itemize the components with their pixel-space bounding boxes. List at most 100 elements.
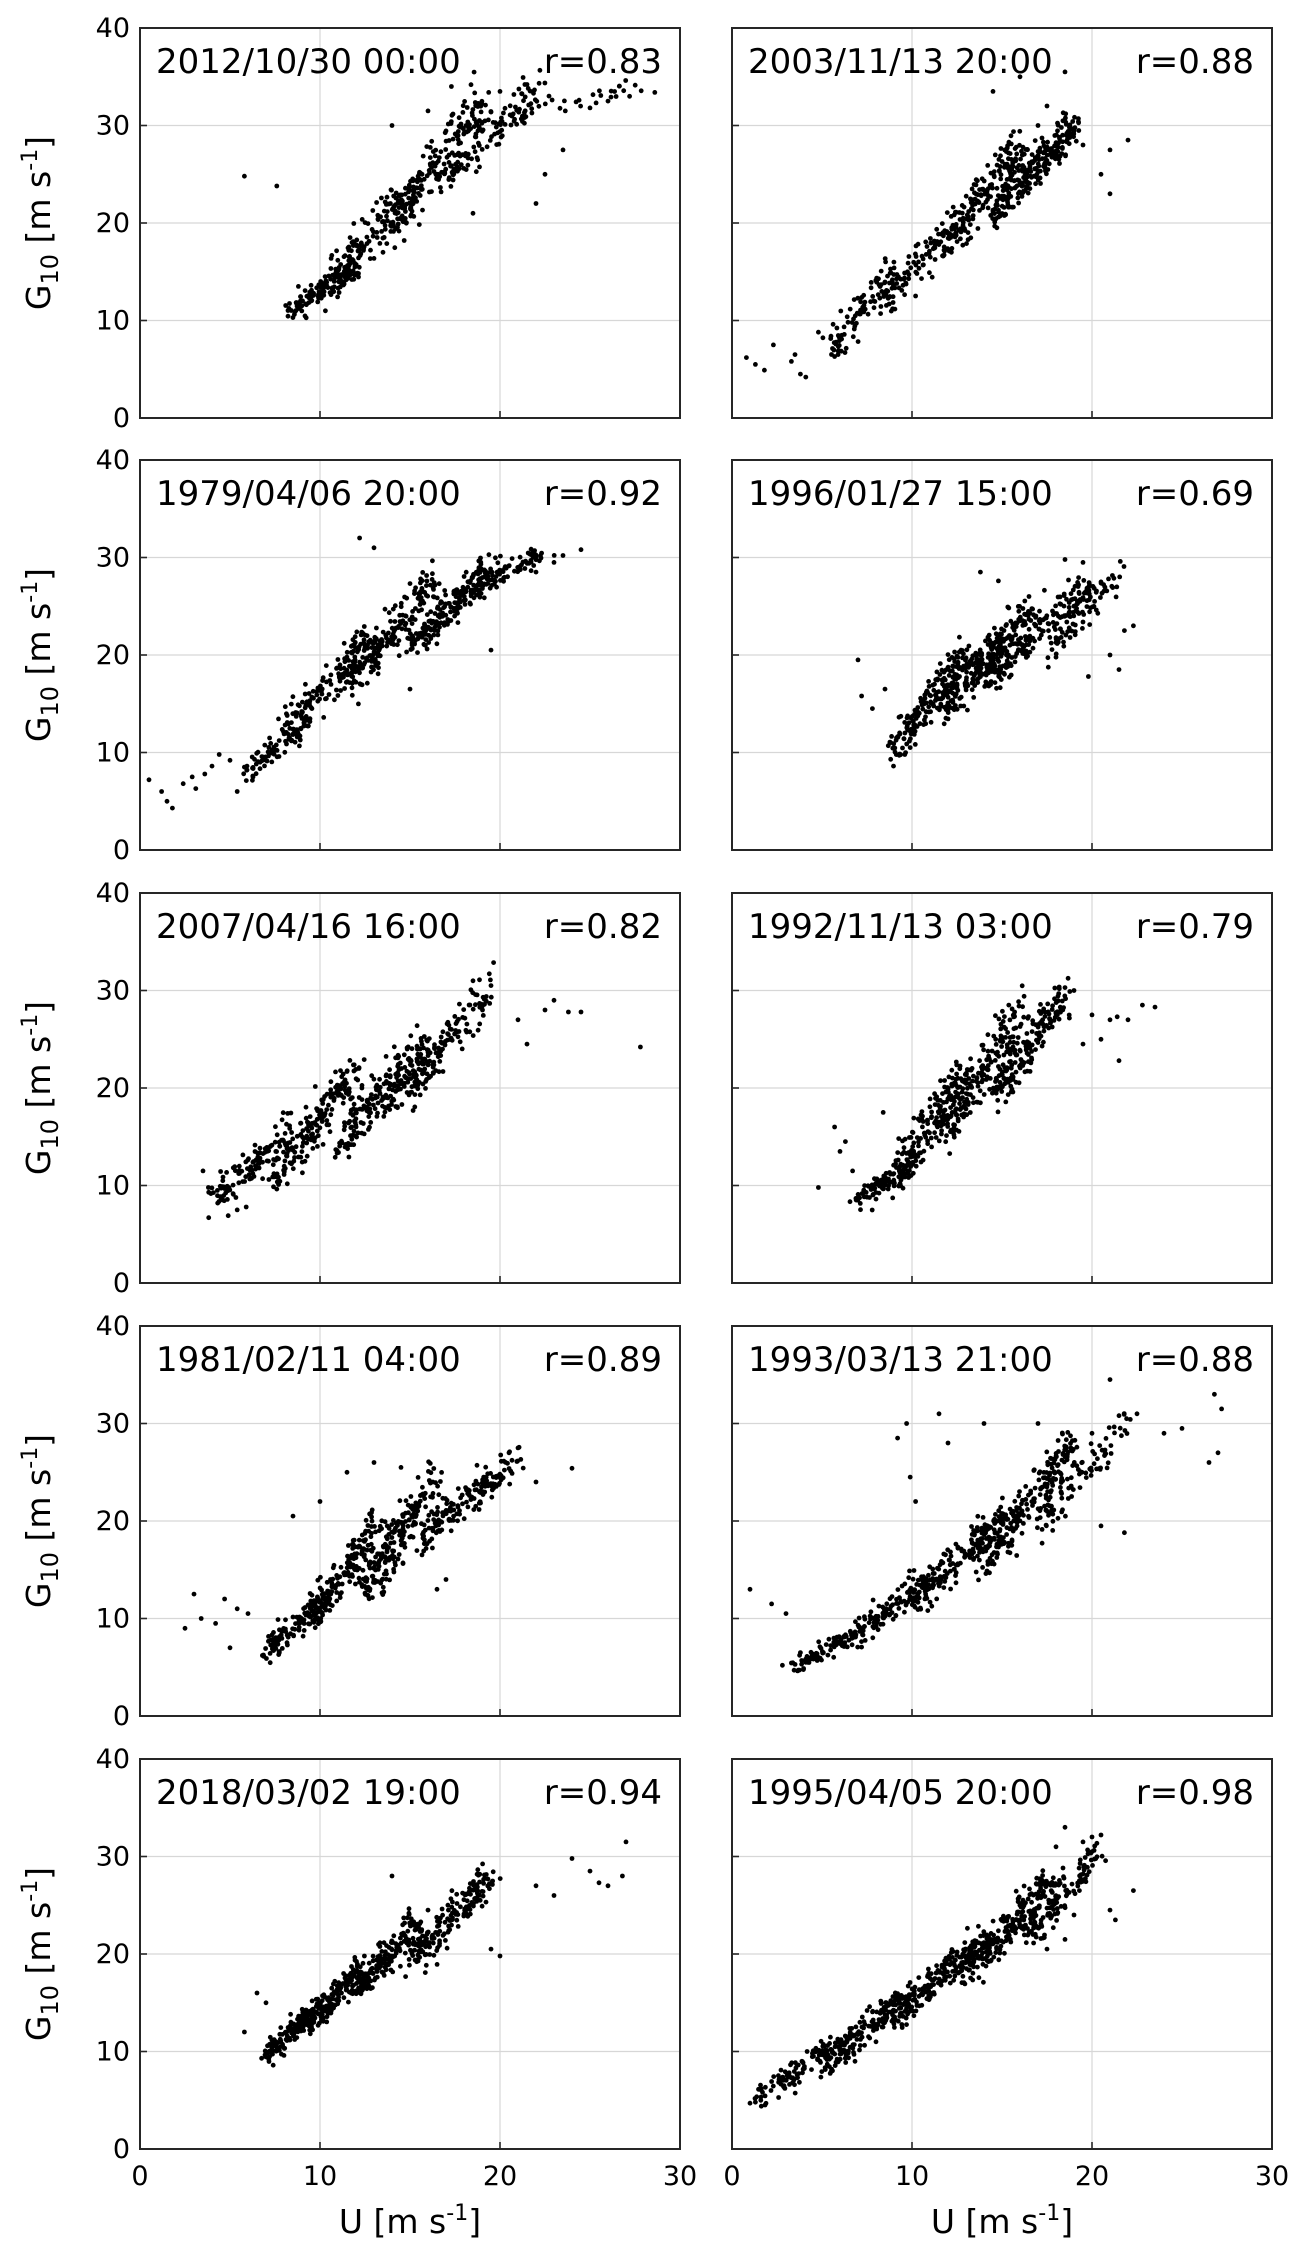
data-point [1086,674,1091,679]
data-point [1080,626,1085,631]
data-point [354,664,360,670]
data-point [1022,651,1028,657]
data-point [276,716,281,722]
data-point [360,655,366,660]
data-point [309,1125,315,1131]
data-point [902,752,908,757]
data-point [347,235,353,241]
data-point [308,298,314,304]
data-point [353,262,359,267]
data-point [448,609,453,615]
data-point [381,1114,387,1119]
data-point [348,643,354,649]
data-point [986,651,991,657]
data-point [299,1149,305,1154]
data-point [835,352,841,357]
data-point [894,735,900,740]
data-point [986,1056,992,1062]
data-point [240,1152,246,1158]
data-point [927,1096,933,1102]
data-point [189,774,195,780]
data-point [832,354,837,359]
data-point [965,230,971,236]
data-point [836,343,842,348]
data-point [327,678,333,683]
data-point [482,570,488,576]
data-point [870,1597,876,1603]
data-point [382,606,388,612]
data-point [281,1149,286,1155]
data-point [389,123,395,128]
data-point [1095,610,1101,616]
data-point [1032,638,1037,644]
data-point [274,1132,280,1138]
data-point [271,1642,277,1648]
data-point [342,1077,348,1083]
data-point [968,1092,973,1098]
data-point [1025,1015,1031,1021]
data-point [347,1058,353,1063]
data-point [843,345,849,351]
data-point [831,1654,837,1660]
data-point [1057,601,1063,607]
data-point [876,1190,882,1196]
data-point [1030,1018,1036,1024]
data-point [259,754,265,759]
data-point [285,1634,291,1640]
data-point [1020,144,1026,150]
data-point [1010,1089,1016,1095]
data-point [505,1460,510,1466]
data-point [369,1518,375,1524]
data-point [499,115,504,121]
data-point [384,1079,389,1084]
data-point [416,608,422,614]
data-point [855,339,861,344]
data-point [266,1158,271,1164]
data-point [1066,605,1072,610]
data-point [438,185,443,190]
data-point [844,314,850,320]
data-point [940,690,946,696]
data-point [332,1154,338,1160]
data-point [426,618,432,624]
data-point [255,1154,261,1160]
data-point [488,983,494,988]
data-point [925,1141,931,1147]
data-point [871,305,877,311]
data-point [437,1048,443,1054]
data-point [378,214,383,220]
data-point [451,166,457,172]
data-point [1070,119,1076,124]
y-tick-label: 0 [113,1701,130,1732]
data-point [1014,651,1020,656]
data-point [341,1095,347,1100]
data-point [936,689,942,695]
data-point [979,1064,984,1070]
data-point [375,1100,381,1106]
data-point [343,277,349,283]
data-point [850,334,856,340]
data-point [997,1080,1003,1085]
data-point [264,1656,269,1661]
data-point [475,1027,481,1033]
data-point [537,558,542,564]
data-point [428,1494,433,1500]
data-point [899,1151,905,1157]
y-tick-label: 30 [96,976,130,1007]
data-point [437,614,443,620]
data-point [984,662,990,668]
data-point [409,621,415,626]
data-point [340,1081,345,1086]
data-point [384,194,390,200]
data-point [1005,1080,1011,1085]
data-point [476,143,482,148]
data-point [1092,599,1097,604]
data-point [353,1581,358,1587]
data-point [859,1644,864,1650]
data-point [1008,1065,1014,1071]
data-point [912,707,918,713]
data-point [968,1056,973,1062]
data-point [361,1057,367,1062]
